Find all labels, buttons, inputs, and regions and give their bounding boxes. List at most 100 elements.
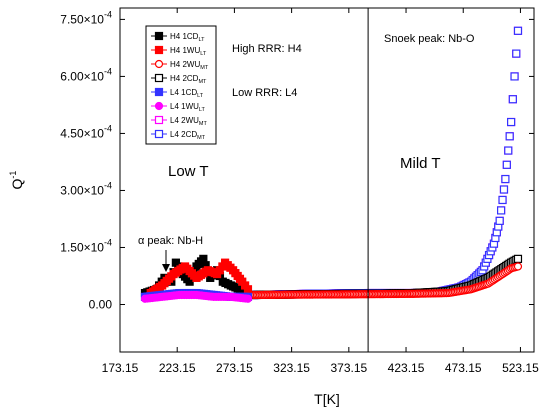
legend-label-name: H4 2CD — [170, 74, 199, 83]
plot-frame — [119, 7, 535, 353]
y-tick-label: 0.00 — [89, 297, 113, 311]
x-tick-label: 223.15 — [159, 361, 196, 375]
legend-label: H4 2WUMT — [170, 60, 209, 71]
legend-label-sub: MT — [200, 65, 209, 71]
legend-label: H4 1CDLT — [170, 32, 205, 43]
legend-label-name: L4 2CD — [170, 130, 197, 139]
y-tick-label: 4.50×10-4 — [60, 123, 112, 140]
legend-marker — [154, 73, 164, 83]
legend-label: H4 1WULT — [170, 46, 207, 57]
legend-marker — [154, 59, 164, 69]
data-point — [243, 294, 253, 303]
legend-label: L4 1CDLT — [170, 88, 204, 99]
y-tick-label-base: 4.50×10 — [60, 126, 104, 140]
legend-item: H4 1WULT — [151, 45, 207, 57]
legend-marker — [154, 87, 164, 97]
y-tick-label-base: 1.50×10 — [60, 240, 104, 254]
legend-label-sub: MT — [198, 79, 207, 85]
alpha-peak-arrow — [162, 250, 170, 272]
legend-box — [145, 25, 217, 145]
legend-label-sub: MT — [199, 121, 208, 127]
legend-item: L4 1WULT — [151, 101, 206, 113]
legend-label-name: H4 1CD — [170, 32, 199, 41]
data-point — [501, 174, 510, 184]
data-point — [505, 132, 514, 141]
legend-label-name: L4 2WU — [170, 116, 199, 125]
annotation-high-rrr: High RRR: H4 — [232, 43, 302, 55]
legend-label-sub: LT — [200, 51, 207, 57]
data-point — [498, 195, 507, 205]
legend-label-sub: LT — [197, 93, 204, 99]
legend-label-sub: MT — [197, 135, 206, 141]
data-point — [495, 216, 504, 225]
legend-label-name: L4 1CD — [170, 88, 197, 97]
legend-item: H4 2WUMT — [151, 59, 209, 71]
data-point — [512, 49, 521, 58]
data-point — [243, 285, 253, 294]
x-tick-label: 323.15 — [273, 361, 310, 375]
legend-item: L4 1CDLT — [151, 87, 204, 99]
x-tick-label: 373.15 — [330, 361, 367, 375]
y-tick-label-base: 6.00×10 — [60, 69, 104, 83]
x-tick-label: 473.15 — [445, 361, 482, 375]
legend-item: H4 2CDMT — [151, 73, 207, 85]
data-point — [499, 185, 509, 194]
annotation-mild-t: Mild T — [400, 155, 441, 172]
y-tick-label-base: 3.00×10 — [60, 183, 104, 197]
legend-label: H4 2CDMT — [170, 74, 207, 85]
legend-marker — [154, 45, 164, 55]
legend-label-name: L4 1WU — [170, 102, 199, 111]
y-tick-label-base: 0.00 — [89, 297, 113, 311]
legend-marker — [154, 115, 164, 125]
data-point — [507, 117, 516, 127]
data-point — [508, 95, 517, 104]
y-tick-label-exp: -4 — [104, 66, 112, 76]
y-tick-label: 1.50×10-4 — [60, 237, 112, 254]
data-point — [513, 262, 523, 271]
data-point — [502, 160, 511, 169]
y-tick-label-exp: -4 — [104, 180, 112, 190]
data-point — [513, 254, 523, 263]
x-axis-label: T[K] — [314, 391, 340, 407]
legend-label-name: H4 2WU — [170, 60, 200, 69]
y-axis-label: Q-1 — [8, 171, 25, 190]
legend-marker — [154, 31, 164, 41]
y-axis-label-sup: -1 — [8, 171, 18, 179]
legend-label: L4 2CDMT — [170, 130, 206, 141]
annotation-alpha-peak: α peak: Nb-H — [138, 235, 203, 247]
y-tick-label-exp: -4 — [104, 123, 112, 133]
legend-label-name: H4 1WU — [170, 46, 200, 55]
y-tick-label: 7.50×10-4 — [60, 9, 112, 26]
y-axis-label-base: Q — [9, 178, 25, 189]
y-tick-label-exp: -4 — [104, 9, 112, 19]
legend-label: L4 2WUMT — [170, 116, 207, 127]
x-tick-label: 423.15 — [388, 361, 425, 375]
legend-label-sub: LT — [198, 37, 205, 43]
data-point — [513, 26, 523, 35]
y-tick-label-base: 7.50×10 — [60, 12, 104, 26]
data-point — [510, 72, 519, 81]
legend-item: H4 1CDLT — [151, 31, 205, 43]
x-tick-label: 173.15 — [102, 361, 139, 375]
y-tick-label: 6.00×10-4 — [60, 66, 112, 83]
data-markers — [140, 26, 523, 303]
legend-item: L4 2WUMT — [151, 115, 207, 127]
data-point — [497, 206, 506, 215]
legend-item: L4 2CDMT — [151, 129, 206, 141]
axis-ticks: 173.15 223.15 273.15 323.15 373.15 423.15 473.… — [60, 8, 539, 375]
y-tick-label: 3.00×10-4 — [60, 180, 112, 197]
y-tick-label-exp: -4 — [104, 237, 112, 247]
x-tick-label: 523.15 — [502, 361, 539, 375]
data-point — [504, 146, 513, 155]
annotation-low-rrr: Low RRR: L4 — [232, 87, 297, 99]
annotation-low-t: Low T — [168, 163, 209, 180]
legend-label: L4 1WULT — [170, 102, 206, 113]
legend-marker — [154, 129, 164, 139]
legend-marker — [154, 101, 164, 111]
annotation-snoek-peak: Snoek peak: Nb-O — [384, 33, 475, 45]
legend-label-sub: LT — [199, 107, 206, 113]
x-tick-label: 273.15 — [216, 361, 253, 375]
